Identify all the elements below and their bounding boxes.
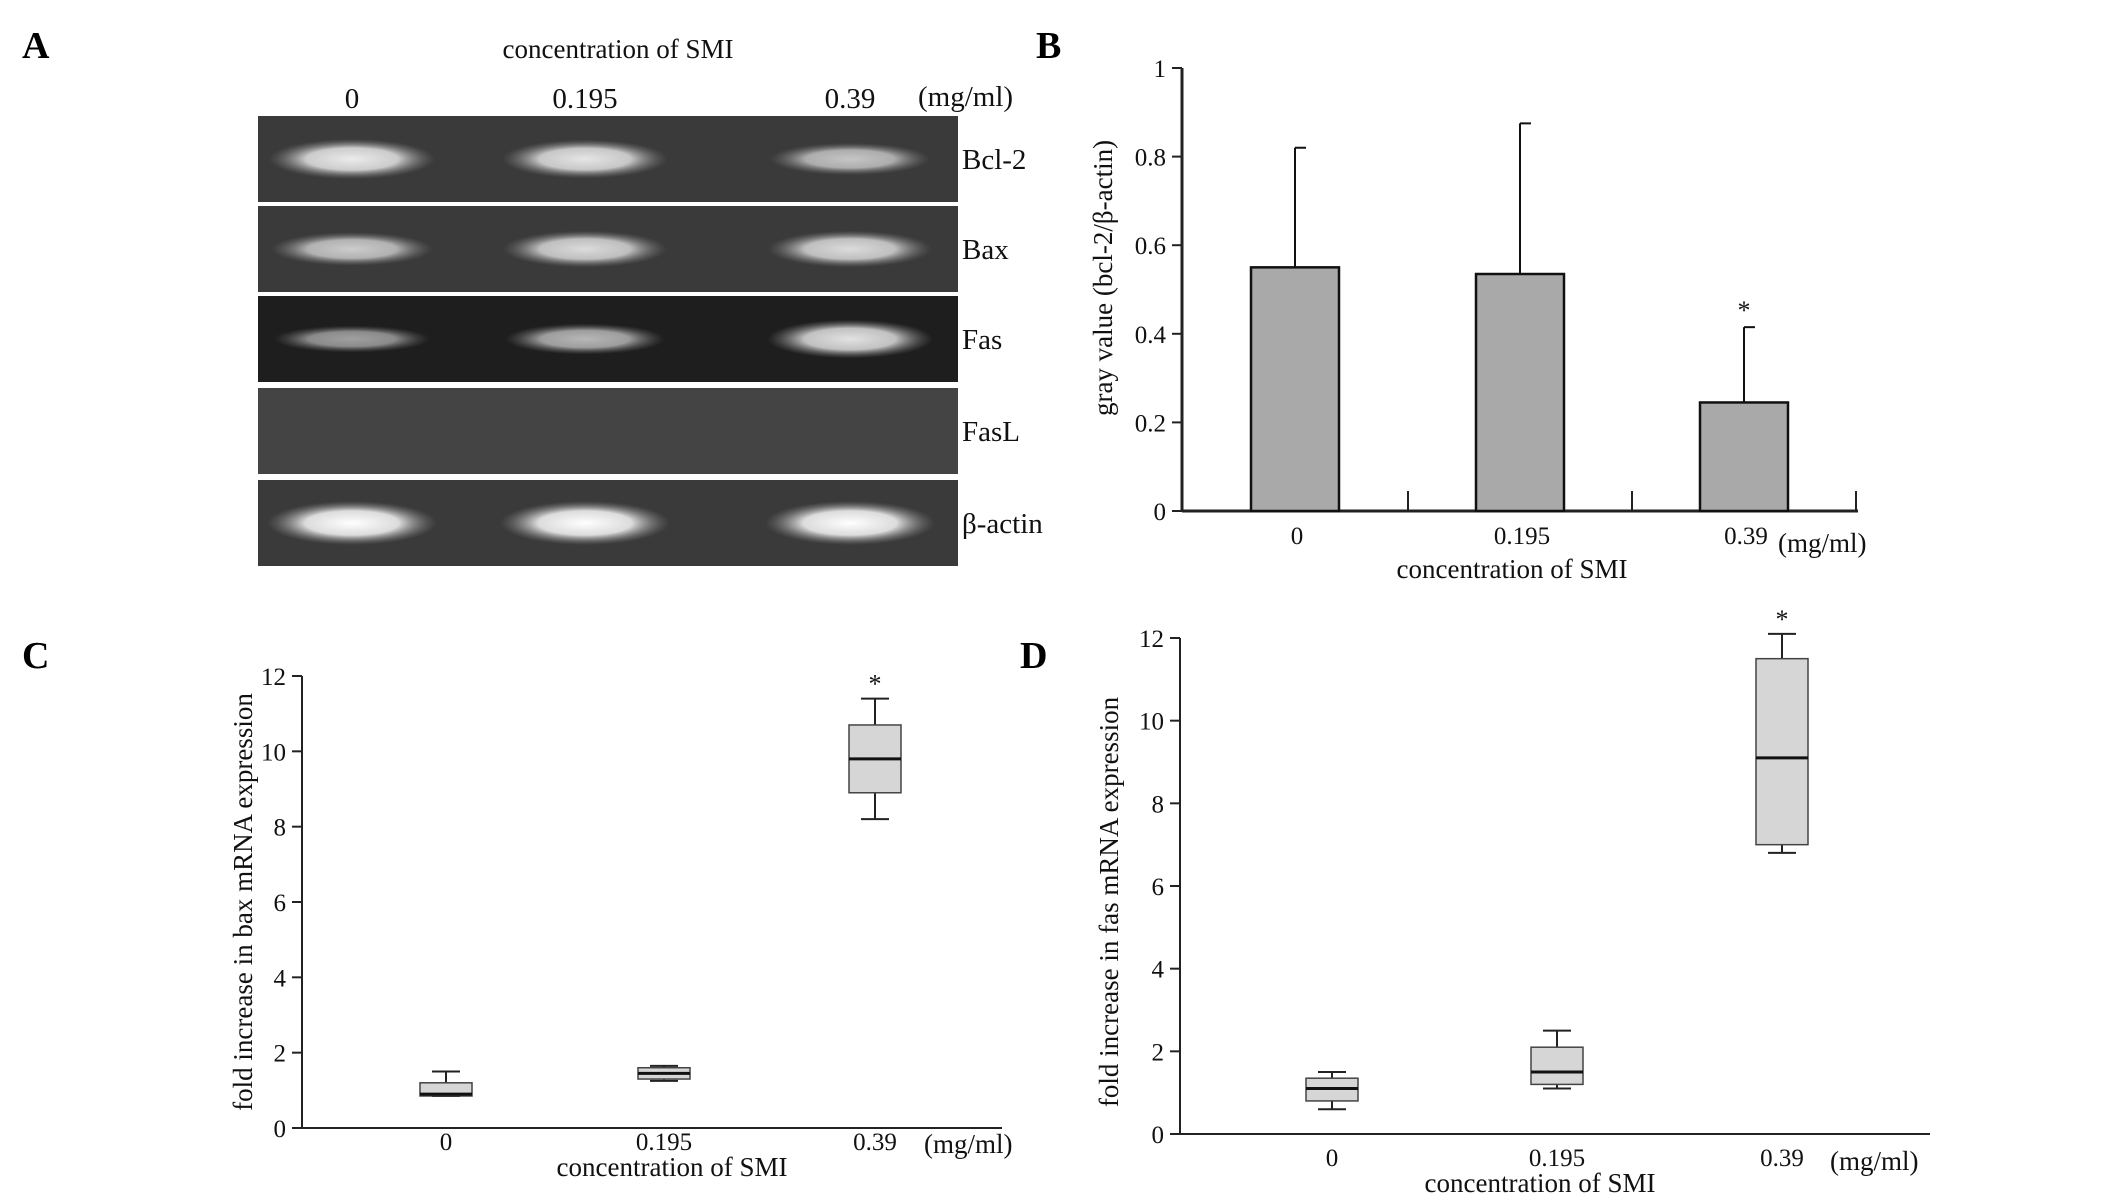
boxplot-fas-category-label: 0 [1326, 1145, 1339, 1172]
boxplot-fas-box [1755, 657, 1809, 846]
boxplot-fas-category-label: 0.195 [1529, 1145, 1585, 1172]
boxplot-bax-xticks: 0 0.195 0.39 [440, 1129, 897, 1156]
bar-chart-ytick-label: 0.8 [1135, 145, 1166, 172]
bar-chart-ylabel: gray value (bcl-2/β-actin) [1088, 140, 1118, 416]
bar-chart-ytick-label: 0.4 [1135, 322, 1167, 349]
panel-label-b: B [1036, 25, 1061, 67]
significance-marker: * [1738, 296, 1751, 325]
bar-chart-unit: (mg/ml) [1778, 528, 1867, 558]
boxplot-bax-ytick-label: 12 [261, 664, 286, 691]
boxplot-bax-ytick-label: 4 [274, 965, 287, 992]
gel-band [767, 230, 933, 268]
gel-row-label: Bcl-2 [962, 144, 1026, 176]
gel-lane-label-0: 0 [345, 83, 360, 115]
gel-rows: Bcl-2 Bax Fas FasL β-actin [258, 116, 1043, 566]
boxplot-bax-ylabel: fold increase in bax mRNA expression [228, 693, 258, 1111]
bar-chart-marks: * [1249, 122, 1790, 513]
bar-chart-category-label: 0 [1291, 523, 1304, 550]
boxplot-bax-ytick-label: 10 [261, 739, 286, 766]
gel-band [268, 138, 436, 180]
gel-band [502, 230, 668, 268]
gel-band [505, 323, 665, 355]
boxplot-fas-ytick-label: 10 [1139, 709, 1164, 736]
boxplot-fas-yticks: 0 2 4 6 8 10 12 [1139, 626, 1180, 1149]
boxplot-bax-ytick-label: 6 [274, 890, 287, 917]
bar-chart-ytick-label: 0.2 [1135, 410, 1166, 437]
boxplot-fas-xticks: 0 0.195 0.39 [1326, 1145, 1804, 1172]
bar-chart-xlabel: concentration of SMI [1397, 554, 1628, 584]
panel-label-d: D [1020, 635, 1047, 677]
panel-label-c: C [22, 635, 49, 677]
gel-band [765, 501, 935, 545]
gel-unit: (mg/ml) [918, 81, 1013, 113]
boxplot-fas-panel: 0 2 4 6 8 10 12 * 0 0.195 0.39 fold increase in … [1094, 605, 1930, 1198]
gel-band [769, 142, 931, 176]
gel-band [273, 325, 431, 353]
bar [1474, 272, 1566, 513]
gel-row-background [258, 388, 958, 474]
boxplot-bax-category-label: 0.39 [853, 1129, 897, 1156]
bar-chart-ytick-label: 0.6 [1135, 233, 1166, 260]
bar-chart-category-label: 0.39 [1724, 523, 1768, 550]
boxplot-fas-ylabel: fold increase in fas mRNA expression [1094, 696, 1124, 1107]
boxplot-fas-marks: * [1305, 605, 1809, 1111]
gel-row-label: Fas [962, 324, 1002, 356]
boxplot-fas-category-label: 0.39 [1760, 1145, 1804, 1172]
gel-band [271, 232, 433, 266]
boxplot-bax-xlabel: concentration of SMI [557, 1152, 788, 1182]
boxplot-bax-category-label: 0.195 [636, 1129, 692, 1156]
boxplot-bax-category-label: 0 [440, 1129, 453, 1156]
boxplot-fas-unit: (mg/ml) [1830, 1146, 1919, 1176]
gel-lane-label-1: 0.195 [552, 83, 617, 115]
boxplot-bax-significance-marker: * [869, 670, 882, 699]
boxplot-bax-marks: * [419, 670, 902, 1097]
bar [1698, 401, 1790, 513]
bar [1249, 266, 1341, 513]
boxplot-fas-box [1530, 1046, 1584, 1086]
gel-band [502, 139, 668, 179]
gel-row-label: β-actin [962, 508, 1043, 540]
bar-chart-category-label: 0.195 [1494, 523, 1550, 550]
boxplot-bax-ytick-label: 2 [274, 1041, 287, 1068]
gel-title: concentration of SMI [503, 34, 734, 64]
boxplot-fas-ytick-label: 4 [1152, 957, 1165, 984]
boxplot-fas-significance-marker: * [1776, 605, 1789, 634]
boxplot-bax-ytick-label: 8 [274, 815, 287, 842]
boxplot-fas-ytick-label: 0 [1152, 1122, 1165, 1149]
boxplot-bax-panel: 0 2 4 6 8 10 12 * 0 0.195 0.39 fold increase in … [228, 664, 1013, 1182]
bar-chart-ytick-label: 0 [1154, 499, 1167, 526]
gel-band [767, 319, 933, 359]
boxplot-fas-ytick-label: 8 [1152, 791, 1165, 818]
bar-chart-panel: 0 0.2 0.4 0.6 0.8 1 * 0 0.195 0.39 gray value (… [1088, 56, 1867, 584]
panel-label-a: A [22, 25, 50, 67]
gel-panel: concentration of SMI 0 0.195 0.39 (mg/ml… [258, 34, 1043, 566]
gel-band [267, 501, 437, 545]
boxplot-fas-ytick-label: 6 [1152, 874, 1165, 901]
boxplot-fas-ytick-label: 2 [1152, 1039, 1165, 1066]
bar-chart-xticks: 0 0.195 0.39 [1291, 523, 1768, 550]
gel-row-label: FasL [962, 416, 1020, 448]
bar-chart-yticks: 0 0.2 0.4 0.6 0.8 1 [1135, 56, 1182, 526]
boxplot-bax-yticks: 0 2 4 6 8 10 12 [261, 664, 302, 1143]
boxplot-bax-unit: (mg/ml) [924, 1129, 1013, 1159]
gel-band [500, 501, 670, 545]
boxplot-bax-ytick-label: 0 [274, 1116, 287, 1143]
boxplot-fas-ytick-label: 12 [1139, 626, 1164, 653]
bar-chart-ytick-label: 1 [1154, 56, 1167, 83]
boxplot-fas-xlabel: concentration of SMI [1425, 1168, 1656, 1198]
gel-row-label: Bax [962, 234, 1009, 266]
gel-lane-label-2: 0.39 [825, 83, 876, 115]
